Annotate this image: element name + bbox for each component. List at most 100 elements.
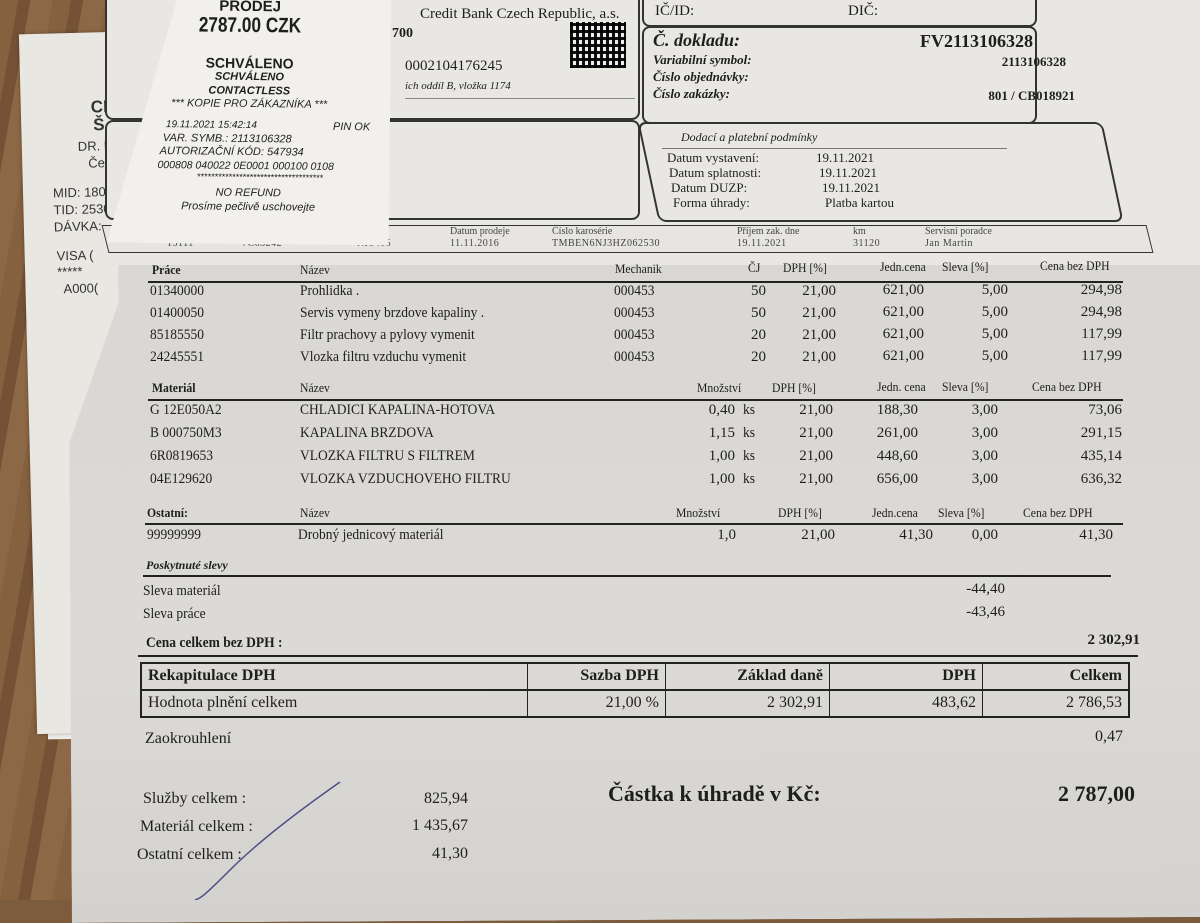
- other-qty: 1,0: [717, 527, 736, 543]
- other-total-value: 41,30: [432, 845, 468, 862]
- receipt-auth-code: AUTORIZAČNÍ KÓD: 547934: [159, 145, 304, 159]
- material-unit: ks: [743, 402, 756, 418]
- doc-number: FV2113106328: [919, 31, 1033, 51]
- labor-price: 294,98: [1080, 282, 1122, 298]
- cell: Hodnota plnění celkem: [148, 694, 298, 711]
- cell: 21,00 %: [527, 691, 665, 718]
- receipt-var-symbol: VAR. SYMB.: 2113106328: [162, 132, 292, 146]
- material-vat: 21,00: [799, 448, 833, 464]
- labor-name: Filtr prachovy a pylovy vymenit: [300, 327, 475, 343]
- discounts-title: Poskytnuté slevy: [146, 558, 228, 572]
- receipt-keep-note: Prosíme pečlivě uschovejte: [181, 200, 316, 214]
- labor-price: 117,99: [1081, 326, 1122, 342]
- material-unit-price: 261,00: [876, 425, 918, 441]
- labor-code: 01400050: [150, 305, 204, 321]
- material-code: 6R0819653: [150, 448, 214, 464]
- labor-units: 20: [751, 349, 766, 365]
- vehicle-field-label: Příjem zak. dne: [737, 226, 800, 237]
- labor-units: 50: [751, 305, 766, 321]
- labor-discount: 5,00: [981, 304, 1008, 320]
- receipt-separator: ************************************: [196, 171, 323, 183]
- material-qty: 1,00: [708, 471, 735, 487]
- pen-stroke: [194, 781, 341, 900]
- vehicle-field-value: Jan Martin: [925, 238, 974, 249]
- terms-value: Platba kartou: [825, 195, 894, 210]
- labor-discount: 5,00: [981, 326, 1008, 342]
- total-ex-vat-value: 2 302,91: [1087, 632, 1141, 648]
- labor-unit-price: 621,00: [882, 326, 924, 342]
- material-code: 04E129620: [150, 471, 213, 487]
- material-price: 73,06: [1088, 402, 1122, 418]
- vat-recap-table: Rekapitulace DPH Sazba DPH Základ daně D…: [140, 662, 1130, 718]
- document-box: [642, 26, 1037, 124]
- divider: [405, 98, 635, 99]
- back-line: *****: [56, 263, 83, 280]
- material-qty: 1,00: [708, 448, 735, 464]
- column-header: Název: [300, 380, 330, 395]
- material-price: 435,14: [1080, 448, 1122, 464]
- material-unit: ks: [743, 425, 756, 441]
- column-header: Sleva [%]: [938, 505, 985, 520]
- material-unit: ks: [743, 448, 756, 464]
- other-vat: 21,00: [801, 527, 835, 543]
- other-code: 99999999: [147, 527, 201, 543]
- labor-vat: 21,00: [802, 305, 836, 321]
- material-name: CHLADICI KAPALINA-HOTOVA: [300, 402, 496, 418]
- services-total-value: 825,94: [424, 790, 468, 807]
- back-line: A000(: [63, 280, 99, 297]
- material-name: KAPALINA BRZDOVA: [300, 425, 434, 441]
- column-header: Množství: [697, 380, 742, 395]
- terms-value: 19.11.2021: [819, 165, 878, 180]
- vehicle-field-label: Servisní poradce: [925, 226, 992, 237]
- labor-units: 50: [751, 283, 766, 299]
- column-header: Cena bez DPH: [1040, 258, 1110, 273]
- column-header: ČJ: [748, 260, 761, 275]
- column-header: DPH [%]: [778, 505, 822, 520]
- material-total-label: Materiál celkem :: [140, 818, 253, 835]
- material-qty: 1,15: [708, 425, 735, 441]
- labor-mechanic: 000453: [614, 349, 655, 365]
- labor-unit-price: 621,00: [882, 348, 924, 364]
- column-header: Jedn.cena: [872, 505, 918, 520]
- material-discount: 3,00: [971, 425, 998, 441]
- divider: [662, 148, 1007, 149]
- header-cell: Rekapitulace DPH: [148, 667, 276, 684]
- services-total-label: Služby celkem :: [143, 790, 247, 807]
- vat-recap-header: Rekapitulace DPH Sazba DPH Základ daně D…: [142, 664, 1128, 691]
- order-number-label: Číslo objednávky:: [653, 69, 749, 84]
- material-code: G 12E050A2: [150, 402, 222, 418]
- header-cell: DPH: [829, 664, 982, 689]
- amount-due-value: 2 787,00: [1058, 781, 1135, 806]
- column-header: Ostatní:: [147, 505, 188, 520]
- other-discount: 0,00: [971, 527, 998, 543]
- terms-value: 19.11.2021: [816, 150, 875, 165]
- labor-name: Prohlidka .: [300, 283, 360, 299]
- header-cell: Celkem: [982, 664, 1128, 689]
- terms-label: Datum vystavení:: [667, 150, 760, 165]
- vehicle-field-value: 19.11.2021: [737, 238, 787, 249]
- column-header: Cena bez DPH: [1032, 379, 1102, 394]
- material-name: VLOZKA FILTRU S FILTREM: [300, 448, 475, 464]
- material-qty: 0,40: [708, 402, 735, 418]
- column-header: Materiál: [152, 380, 196, 395]
- vehicle-field-label: km: [853, 226, 866, 237]
- material-unit-price: 188,30: [876, 402, 918, 418]
- divider: [138, 655, 1138, 657]
- material-vat: 21,00: [799, 471, 833, 487]
- column-header: Cena bez DPH: [1023, 505, 1093, 520]
- supplier-bank: Credit Bank Czech Republic, a.s.: [420, 6, 620, 22]
- labor-code: 01340000: [150, 283, 204, 299]
- material-discount: 3,00: [971, 471, 998, 487]
- id-box: [642, 0, 1037, 27]
- rounding-label: Zaokrouhlení: [145, 730, 232, 747]
- doc-number-label: Č. dokladu:: [653, 30, 741, 50]
- vehicle-field-value: 11.11.2016: [450, 238, 500, 249]
- other-price: 41,30: [1079, 527, 1113, 543]
- material-discount: 3,00: [971, 402, 998, 418]
- rounding-value: 0,47: [1095, 728, 1123, 745]
- labor-price: 294,98: [1080, 304, 1122, 320]
- column-header: Jedn. cena: [877, 379, 926, 394]
- column-header: Sleva [%]: [942, 379, 989, 394]
- discount-labor-label: Sleva práce: [143, 606, 206, 622]
- material-name: VLOZKA VZDUCHOVEHO FILTRU: [300, 471, 511, 487]
